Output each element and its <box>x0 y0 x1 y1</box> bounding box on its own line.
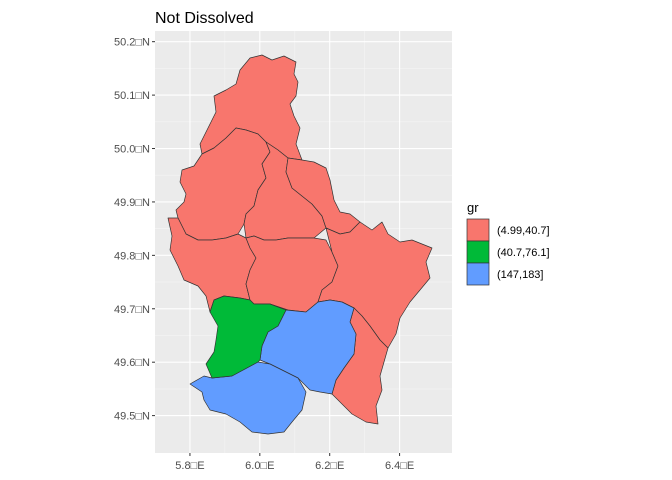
x-axis: 5.8□E 6.0□E 6.2□E 6.4□E <box>175 453 414 472</box>
y-tick-label: 49.7□N <box>114 304 150 316</box>
y-tick-label: 49.8□N <box>114 250 150 262</box>
region-southwest[interactable] <box>205 295 287 379</box>
legend-title: gr <box>467 200 479 215</box>
region-east[interactable] <box>317 221 433 349</box>
regions-group-2 <box>205 295 287 379</box>
y-tick-label: 49.9□N <box>114 197 150 209</box>
x-tick-label: 5.8□E <box>175 460 204 472</box>
y-tick-label: 50.0□N <box>114 144 150 156</box>
y-tick-label: 50.1□N <box>114 90 150 102</box>
legend-key <box>466 262 490 286</box>
regions-group-3 <box>189 299 357 435</box>
legend-label: (147,183] <box>497 269 543 281</box>
x-tick-label: 6.0□E <box>245 460 274 472</box>
regions-group-1 <box>167 54 433 425</box>
legend-key <box>466 218 490 242</box>
chart-title: Not Dissolved <box>155 10 254 27</box>
legend-label: (40.7,76.1] <box>497 247 550 259</box>
x-tick-label: 6.2□E <box>315 460 344 472</box>
legend: gr (4.99,40.7] (40.7,76.1] (147,183] <box>466 200 550 286</box>
y-tick-label: 49.6□N <box>114 357 150 369</box>
legend-label: (4.99,40.7] <box>497 225 550 237</box>
y-axis: 49.5□N 49.6□N 49.7□N 49.8□N 49.9□N 50.0□N 50.1… <box>114 37 155 423</box>
legend-key <box>466 240 490 264</box>
x-tick-label: 6.4□E <box>385 460 414 472</box>
y-tick-label: 50.2□N <box>114 37 150 49</box>
y-tick-label: 49.5□N <box>114 411 150 423</box>
